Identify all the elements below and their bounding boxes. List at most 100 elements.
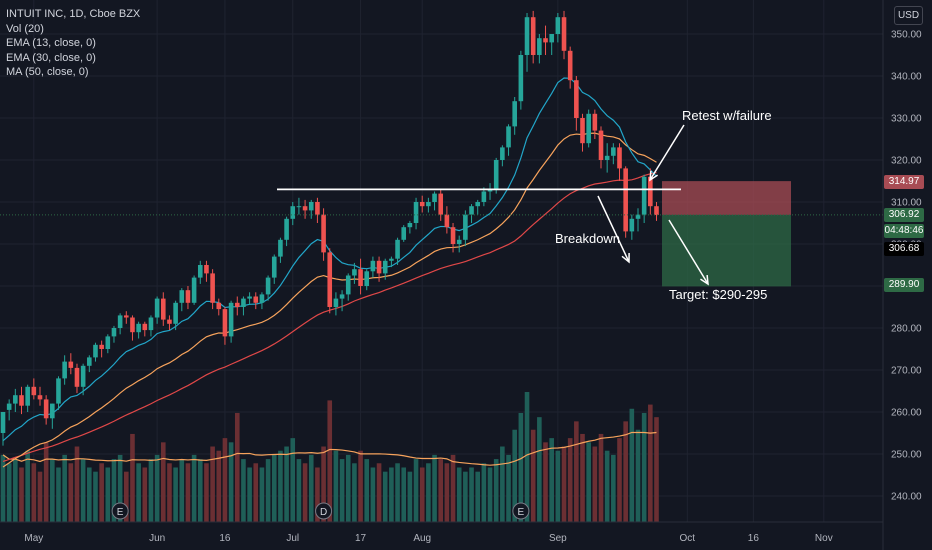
candle-body xyxy=(142,323,148,331)
candle-body xyxy=(179,290,185,303)
volume-bar xyxy=(389,467,394,522)
volume-bar xyxy=(6,463,12,522)
volume-ma-line xyxy=(2,431,657,466)
candle-body xyxy=(148,317,154,331)
volume-bar xyxy=(500,446,505,522)
symbol-title[interactable]: INTUIT INC, 1D, Cboe BZX xyxy=(6,8,141,20)
volume-bar xyxy=(604,450,610,522)
candle-body xyxy=(358,269,363,286)
candle-body xyxy=(648,176,653,207)
earnings-marker xyxy=(315,502,333,520)
volume-bar xyxy=(512,429,517,522)
candle-body xyxy=(641,176,647,215)
volume-bar xyxy=(136,463,141,522)
candle-body xyxy=(271,256,277,278)
volume-bar xyxy=(56,467,61,522)
candle-body xyxy=(62,361,67,379)
candle-body xyxy=(167,319,172,324)
candle-body xyxy=(537,38,542,55)
countdown-label: 04:48:46 xyxy=(884,224,924,238)
candle-body xyxy=(654,206,659,215)
candle-body xyxy=(315,202,320,215)
volume-bar xyxy=(117,454,123,522)
volume-bar xyxy=(167,463,172,522)
candle-body xyxy=(438,193,444,215)
grid-lines xyxy=(0,0,883,522)
target-price-label: 289.90 xyxy=(884,278,924,292)
breakdown-arrow xyxy=(597,195,630,263)
candle-body xyxy=(419,202,425,207)
annotation-retest: Retest w/failure xyxy=(682,108,772,123)
time-tick-label: 16 xyxy=(748,533,760,544)
candle-body xyxy=(500,147,505,160)
currency-button[interactable]: USD xyxy=(894,6,923,25)
volume-bar xyxy=(475,471,481,522)
candle-body xyxy=(290,206,296,219)
volume-bar xyxy=(130,433,135,522)
candle-body xyxy=(111,328,117,337)
candle-body xyxy=(74,367,80,387)
time-tick-label: 16 xyxy=(219,533,231,544)
volume-bar xyxy=(432,454,437,522)
volume-bar xyxy=(543,442,548,522)
volume-bar xyxy=(50,459,55,522)
volume-bar xyxy=(315,467,320,522)
volume-bar xyxy=(308,454,314,522)
candle-body xyxy=(487,189,493,192)
volume-bar xyxy=(25,450,30,522)
time-tick-label: Aug xyxy=(413,533,431,544)
volume-bar xyxy=(62,454,67,522)
volume-bar xyxy=(345,454,351,522)
volume-bar xyxy=(567,438,573,522)
volume-bar xyxy=(617,438,622,522)
candle-body xyxy=(234,302,240,307)
candle-body xyxy=(611,147,616,156)
price-tick-label: 260.00 xyxy=(891,408,922,419)
time-tick-label: Jul xyxy=(286,533,299,544)
volume-bar xyxy=(555,450,561,522)
volume-bar xyxy=(247,467,252,522)
indicator-volume[interactable]: Vol (20) xyxy=(6,22,44,35)
candle-body xyxy=(481,191,487,202)
volume-bar xyxy=(0,454,6,522)
drawings xyxy=(0,124,883,286)
volume-bar xyxy=(13,459,18,522)
volume-bar xyxy=(43,442,49,522)
candle-body xyxy=(352,269,357,276)
candle-body xyxy=(530,17,536,55)
candle-body xyxy=(555,17,561,34)
volume-bar xyxy=(438,459,444,522)
candle-body xyxy=(604,155,610,160)
price-tick-label: 330.00 xyxy=(891,114,922,125)
candle-body xyxy=(382,260,388,274)
candle-body xyxy=(0,412,6,433)
volume-bar xyxy=(598,433,604,522)
volume-bar xyxy=(111,459,117,522)
candle-body xyxy=(31,386,37,396)
candle-body xyxy=(432,193,437,202)
volume-bar xyxy=(463,471,468,522)
indicator-ma-50[interactable]: MA (50, close, 0) xyxy=(6,66,89,78)
volume-bar xyxy=(481,463,487,522)
indicator-ema-30[interactable]: EMA (30, close, 0) xyxy=(6,51,96,64)
volume-bar xyxy=(580,433,585,522)
candle-body xyxy=(456,239,462,244)
candle-body xyxy=(370,260,376,272)
volume-bar xyxy=(623,421,628,522)
volume-bar xyxy=(358,450,363,522)
volume-bar xyxy=(493,459,499,522)
volume-bars xyxy=(0,392,659,522)
time-axis[interactable]: May Jun 16 Jul 17 Aug Sep Oct 16 Nov xyxy=(0,521,883,544)
indicator-ema-13[interactable]: EMA (13, close, 0) xyxy=(6,37,96,49)
price-axis[interactable]: 240.00250.00260.00270.00280.00290.00300.… xyxy=(882,0,922,550)
annotation-breakdown: Breakdown xyxy=(555,231,621,246)
candle-body xyxy=(296,206,302,208)
candle-body xyxy=(506,126,511,148)
stop-loss-zone xyxy=(662,181,791,215)
candle-body xyxy=(327,252,333,307)
volume-bar xyxy=(154,454,160,522)
volume-bar xyxy=(518,412,524,522)
candle-body xyxy=(629,218,635,232)
candle-body xyxy=(43,399,49,419)
